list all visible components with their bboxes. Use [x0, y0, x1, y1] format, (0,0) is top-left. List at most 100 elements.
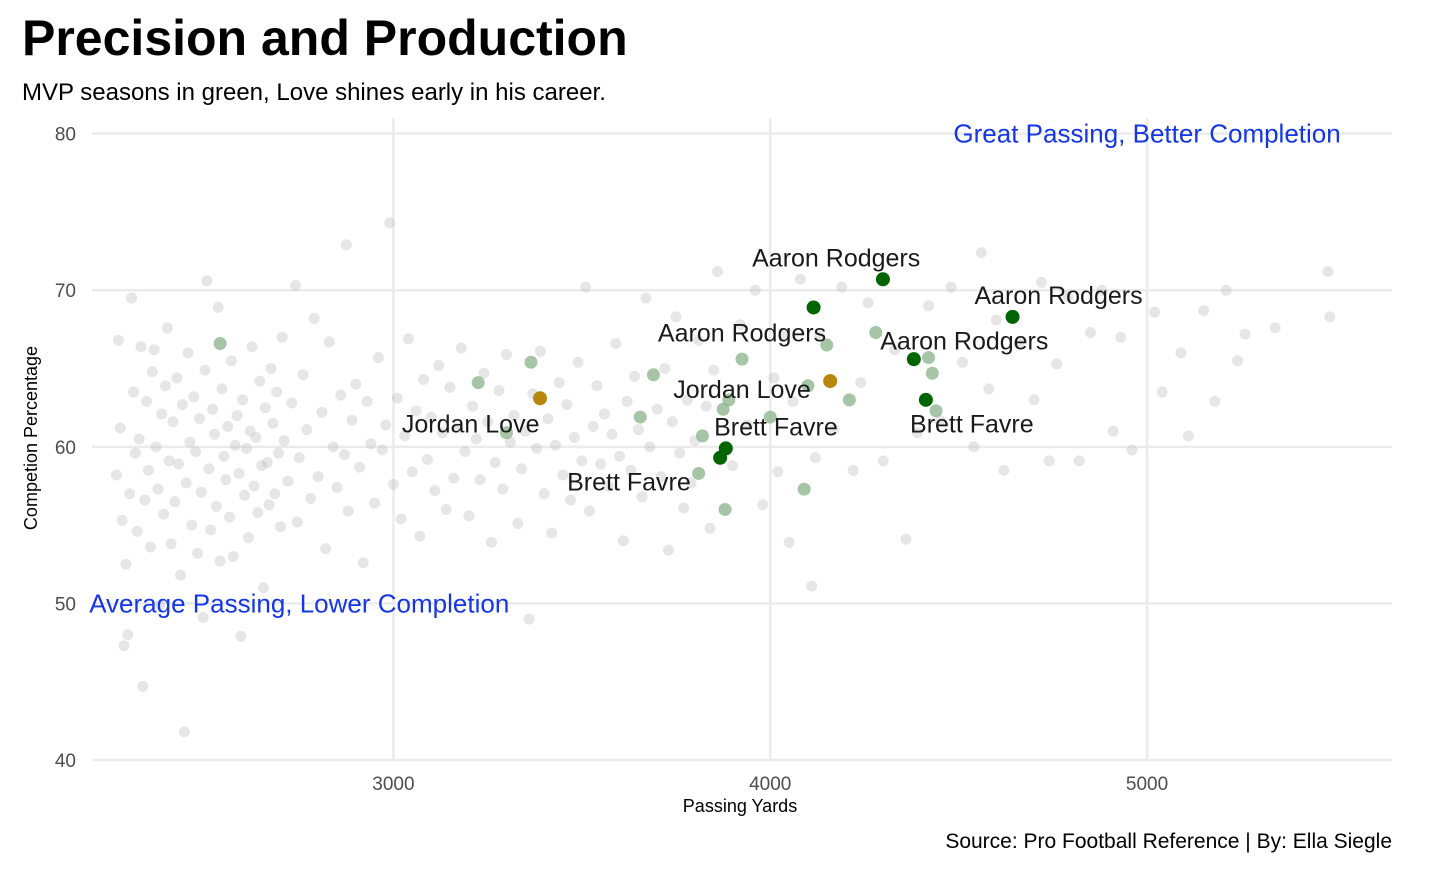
background-point: [712, 265, 724, 277]
faded-green-point: [646, 368, 660, 382]
background-point: [681, 394, 693, 406]
mvp-season-point: [906, 352, 921, 367]
background-point: [320, 543, 332, 555]
background-point: [124, 488, 136, 500]
background-point: [357, 557, 369, 569]
background-point: [190, 446, 202, 458]
background-point: [259, 402, 271, 414]
background-point: [1156, 386, 1168, 398]
faded-green-point: [718, 502, 732, 516]
background-point: [171, 372, 183, 384]
love-season-point: [533, 391, 548, 406]
background-point: [208, 428, 220, 440]
background-point: [274, 521, 286, 533]
background-point: [1232, 355, 1244, 367]
background-point: [199, 364, 211, 376]
background-point: [470, 433, 482, 445]
background-point: [568, 431, 580, 443]
background-point: [678, 502, 690, 514]
background-point: [485, 536, 497, 548]
background-point: [178, 726, 190, 738]
background-point: [150, 441, 162, 453]
background-point: [263, 499, 275, 511]
background-point: [1149, 306, 1161, 318]
background-point: [399, 430, 411, 442]
background-point: [583, 505, 595, 517]
background-point: [968, 441, 980, 453]
background-point: [250, 431, 262, 443]
background-point: [534, 345, 546, 357]
background-point: [1085, 327, 1097, 339]
background-point: [276, 331, 288, 343]
background-point: [836, 281, 848, 293]
chart-title: Precision and Production: [22, 10, 628, 66]
background-point: [167, 416, 179, 428]
background-point: [847, 464, 859, 476]
background-point: [663, 544, 675, 556]
background-point: [757, 499, 769, 511]
background-point: [598, 408, 610, 420]
background-point: [557, 469, 569, 481]
faded-green-point: [716, 402, 730, 416]
background-point: [1324, 311, 1336, 323]
x-tick-label: 5000: [1126, 774, 1168, 795]
background-point: [591, 380, 603, 392]
faded-green-point: [801, 379, 815, 393]
background-point: [448, 472, 460, 484]
y-tick-label: 80: [55, 125, 76, 146]
point-label: Brett Favre: [910, 410, 1034, 438]
background-point: [188, 391, 200, 403]
background-point: [152, 483, 164, 495]
background-point: [195, 486, 207, 498]
background-point: [214, 555, 226, 567]
background-point: [141, 395, 153, 407]
background-point: [380, 419, 392, 431]
background-point: [316, 406, 328, 418]
background-point: [983, 383, 995, 395]
annotation-average-passing: Average Passing, Lower Completion: [89, 588, 509, 618]
faded-green-point: [722, 393, 736, 407]
background-point: [1198, 305, 1210, 317]
y-tick-label: 40: [55, 751, 76, 772]
background-point: [923, 300, 935, 312]
background-point: [580, 281, 592, 293]
y-tick-label: 60: [55, 438, 76, 459]
background-point: [210, 500, 222, 512]
y-tick-label: 70: [55, 281, 76, 302]
background-point: [421, 453, 433, 465]
faded-green-point: [922, 351, 936, 365]
x-tick-label: 4000: [749, 774, 791, 795]
background-point: [114, 422, 126, 434]
background-point: [1036, 276, 1048, 288]
background-point: [365, 438, 377, 450]
background-point: [685, 477, 697, 489]
background-point: [242, 532, 254, 544]
background-point: [1107, 425, 1119, 437]
background-point: [1096, 284, 1108, 296]
background-point: [120, 558, 132, 570]
background-point: [1043, 455, 1055, 467]
background-point: [291, 516, 303, 528]
faded-green-point: [633, 410, 647, 424]
background-point: [112, 334, 124, 346]
background-point: [265, 363, 277, 375]
background-point: [126, 292, 138, 304]
background-point: [606, 428, 618, 440]
faded-green-point: [213, 336, 227, 350]
background-point: [220, 474, 232, 486]
background-point: [806, 580, 818, 592]
background-point: [474, 474, 486, 486]
background-point: [137, 680, 149, 692]
background-point: [621, 395, 633, 407]
background-point: [244, 425, 256, 437]
chart-caption: Source: Pro Football Reference | By: Ell…: [945, 830, 1392, 853]
background-point: [1115, 331, 1127, 343]
background-point: [327, 441, 339, 453]
background-point: [693, 334, 705, 346]
point-label: Jordan Love: [402, 410, 540, 438]
background-point: [516, 463, 528, 475]
background-point: [602, 480, 614, 492]
background-point: [308, 312, 320, 324]
background-point: [614, 450, 626, 462]
background-point: [156, 408, 168, 420]
